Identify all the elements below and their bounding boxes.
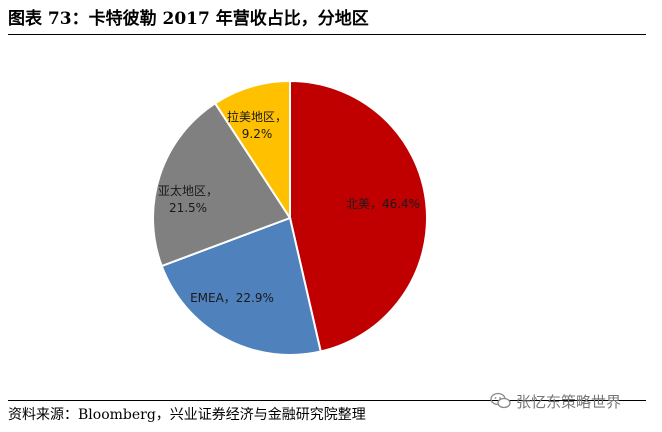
pie-slices: [151, 79, 429, 356]
wechat-icon: [490, 392, 511, 409]
pie-slice-2: [151, 101, 292, 268]
source-note: 资料来源：Bloomberg，兴业证券经济与金融研究院整理: [8, 407, 366, 423]
pie-slice-0: [289, 79, 429, 353]
pie-chart: 北美，46.4% EMEA，22.9% 亚太地区， 21.5% 拉美地区， 9.2%: [151, 79, 429, 356]
figure-title: 图表 73：卡特彼勒 2017 年营收占比，分地区: [8, 9, 369, 29]
pie-slice-3: [213, 79, 291, 222]
pie-label-2: 亚太地区， 21.5%: [158, 183, 218, 215]
watermark-text: 张忆东策略世界: [516, 392, 622, 411]
pie-label-1: EMEA，22.9%: [190, 291, 274, 305]
title-rule: [8, 34, 646, 35]
watermark: 张忆东策略世界: [490, 388, 621, 414]
source-rule: [8, 400, 646, 401]
pie-label-0: 北美，46.4%: [346, 197, 420, 211]
pie-label-3: 拉美地区， 9.2%: [227, 109, 287, 141]
pie-labels: 北美，46.4% EMEA，22.9% 亚太地区， 21.5% 拉美地区， 9.2%: [158, 109, 420, 305]
pie-slice-1: [160, 216, 322, 356]
